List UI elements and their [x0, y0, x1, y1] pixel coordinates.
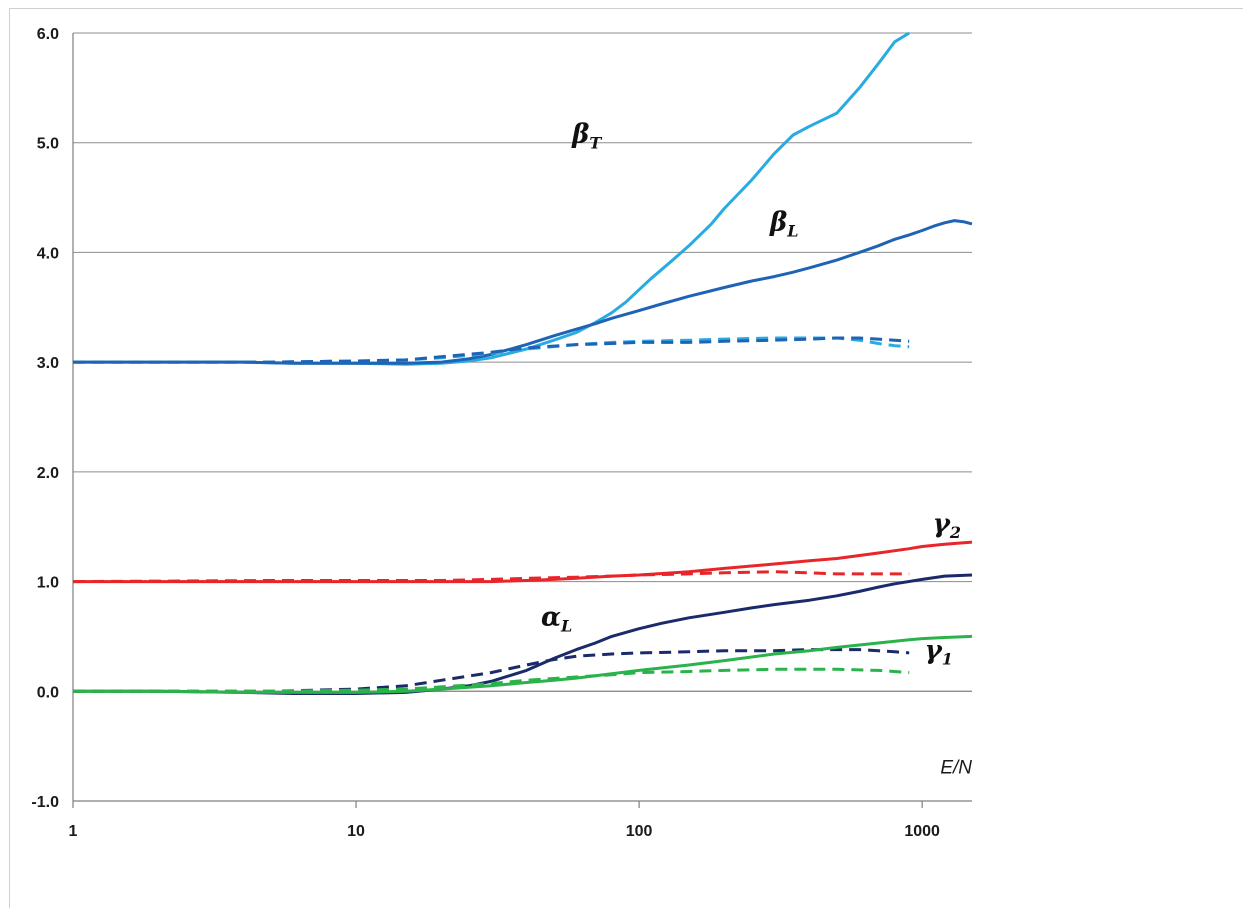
annotation-subscript: T	[589, 134, 602, 153]
annotation-symbol: β	[769, 207, 787, 237]
annotation-symbol: γ	[925, 635, 944, 665]
series-line-beta-L	[73, 219, 973, 365]
series-line-gamma-1-dashed	[73, 667, 910, 693]
series-line-alpha-L	[73, 573, 973, 695]
chart-frame	[9, 8, 1243, 908]
series-lines	[72, 31, 973, 695]
series-annotation: βL	[769, 207, 799, 240]
series-line-beta-T	[73, 31, 910, 366]
annotation-symbol: β	[571, 120, 589, 150]
series-line-beta-L-dashed	[73, 336, 910, 364]
y-tick-label: 6.0	[37, 26, 59, 43]
x-tick-label: 100	[626, 823, 653, 840]
series-annotation: γ1	[925, 635, 953, 668]
annotation-subscript: 2	[949, 523, 961, 542]
y-tick-label: 2.0	[37, 465, 59, 482]
annotation-subscript: L	[786, 221, 798, 240]
annotation-symbol: γ	[933, 509, 952, 539]
series-line-gamma-2-dashed	[72, 570, 910, 584]
series-line-gamma-2	[73, 540, 973, 584]
x-tick-label: 1000	[904, 823, 940, 840]
y-tick-label: -1.0	[31, 794, 59, 811]
y-tick-label: 4.0	[37, 245, 59, 262]
annotation-symbol: α	[541, 602, 561, 632]
series-line-gamma-1	[73, 634, 973, 694]
annotation-subscript: 1	[942, 649, 953, 668]
tick-labels: -1.0 0.0 1.0 2.0 3.0 4.0 5.0 6.0 1 10 100 1000	[31, 26, 940, 840]
y-tick-label: 1.0	[37, 575, 59, 592]
x-tick-label: 1	[69, 823, 78, 840]
x-axis-label: E/N	[940, 758, 972, 779]
series-line-alpha-L-dashed	[73, 648, 910, 693]
y-tick-label: 0.0	[37, 684, 59, 701]
y-tick-label: 5.0	[37, 136, 59, 153]
y-tick-label: 3.0	[37, 355, 59, 372]
x-tick-label: 10	[347, 823, 365, 840]
series-annotation: γ2	[933, 509, 961, 542]
series-annotation: αL	[541, 602, 572, 635]
series-annotation: βT	[571, 120, 602, 153]
annotation-subscript: L	[560, 616, 572, 635]
gridlines	[73, 32, 972, 802]
